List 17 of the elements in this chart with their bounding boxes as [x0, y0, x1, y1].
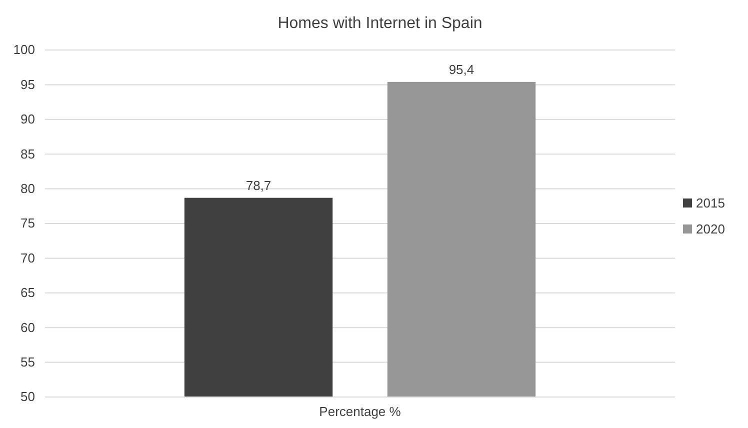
data-label: 95,4	[448, 62, 474, 77]
y-tick-label: 55	[20, 354, 35, 370]
chart-title: Homes with Internet in Spain	[278, 15, 482, 32]
data-label: 78,7	[246, 178, 272, 193]
y-tick-label: 95	[20, 76, 35, 92]
y-tick-label: 65	[20, 285, 35, 300]
legend-label: 2015	[696, 196, 725, 210]
y-tick-label: 100	[13, 42, 35, 58]
y-tick-label: 85	[20, 146, 35, 162]
legend-label: 2020	[696, 222, 725, 236]
y-tick-label: 90	[20, 112, 35, 127]
y-tick-label: 50	[20, 389, 35, 404]
y-tick-label: 60	[20, 320, 35, 335]
x-tick-label: Percentage %	[319, 404, 402, 420]
y-tick-label: 80	[20, 180, 35, 196]
y-tick-label: 70	[20, 250, 35, 266]
y-tick-label: 75	[20, 216, 35, 231]
